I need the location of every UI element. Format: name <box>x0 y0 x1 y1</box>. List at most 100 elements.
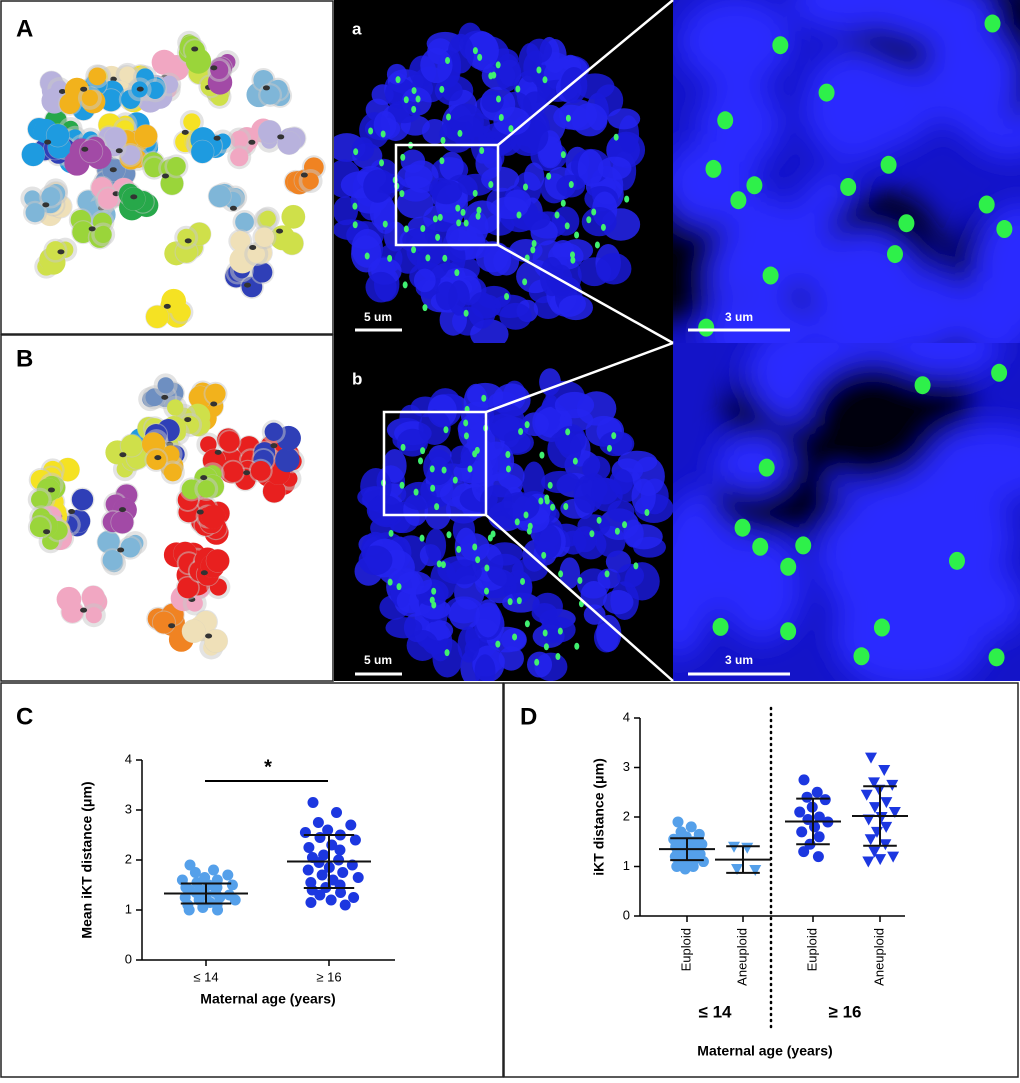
kinetochore <box>538 497 544 505</box>
data-point <box>322 824 334 836</box>
chromosome <box>81 89 98 106</box>
kinetochore <box>516 597 522 605</box>
kinetochore <box>614 527 620 535</box>
kinetochore <box>514 518 520 526</box>
data-point <box>798 846 810 858</box>
chromatin <box>454 527 478 567</box>
data-point <box>809 821 821 833</box>
chromosome <box>205 383 226 404</box>
scale-label: 5 um <box>364 310 392 324</box>
chromatin <box>806 362 940 482</box>
kinetochore <box>558 570 564 578</box>
panel-label: D <box>520 703 537 730</box>
kinetochore <box>456 219 462 227</box>
chromatin <box>446 559 482 585</box>
centromere <box>115 148 123 154</box>
kinetochore <box>565 428 571 436</box>
centromere <box>154 455 162 461</box>
data-point <box>183 904 195 916</box>
chromatin <box>464 31 499 71</box>
chromatin <box>445 222 478 251</box>
kinetochore <box>611 432 617 440</box>
centromere <box>130 194 138 200</box>
kinetochore <box>978 195 995 214</box>
scale-label: 5 um <box>364 653 392 667</box>
kinetochore <box>441 466 447 474</box>
kinetochore <box>353 148 359 156</box>
chromosome <box>230 148 249 167</box>
chromatin <box>387 100 421 124</box>
chromosome <box>45 241 65 261</box>
kinetochore <box>546 172 552 180</box>
kinetochore <box>388 529 394 537</box>
y-axis-label: iKT distance (μm) <box>591 758 607 875</box>
kinetochore <box>569 251 575 259</box>
chromosome <box>71 488 94 511</box>
kinetochore <box>563 502 569 510</box>
kinetochore <box>488 181 494 189</box>
kinetochore <box>557 627 563 635</box>
data-point <box>348 892 360 903</box>
kinetochore <box>422 304 428 312</box>
chromatin <box>720 533 803 643</box>
kinetochore <box>442 254 448 262</box>
chromatin <box>490 196 529 220</box>
kinetochore <box>507 598 513 606</box>
chromosome <box>274 447 300 473</box>
data-point <box>334 844 346 856</box>
data-point <box>868 846 881 858</box>
chromatin <box>560 66 588 104</box>
kinetochore <box>445 56 451 64</box>
data-point <box>868 802 881 814</box>
chromosome <box>197 480 215 498</box>
kinetochore <box>368 127 374 135</box>
kinetochore <box>880 155 897 174</box>
chromosome <box>85 607 102 624</box>
kinetochore <box>457 129 463 137</box>
kinetochore <box>717 111 734 130</box>
kinetochore <box>730 191 747 210</box>
centromere <box>47 487 55 493</box>
kinetochore <box>463 419 469 427</box>
panel-label: C <box>16 703 33 730</box>
kinetochore <box>495 640 501 648</box>
data-point <box>208 864 220 876</box>
chromosome <box>120 434 143 457</box>
kinetochore <box>400 153 406 161</box>
kinetochore <box>402 281 408 289</box>
data-point <box>312 817 324 828</box>
centromere <box>229 205 237 211</box>
chromosome <box>204 629 228 653</box>
kinetochore <box>572 457 578 465</box>
chromosome <box>183 113 201 131</box>
chromosome <box>152 611 175 634</box>
kinetochore <box>484 564 490 572</box>
chromosome <box>167 399 184 416</box>
kinetochore <box>780 622 797 641</box>
kinetochore <box>431 587 437 595</box>
y-tick-label: 0 <box>623 907 630 922</box>
y-tick-label: 2 <box>125 851 132 866</box>
data-point <box>798 774 810 786</box>
data-point <box>671 861 683 872</box>
x-tick-label: Euploid <box>678 928 693 971</box>
x-tick-label: ≤ 14 <box>193 969 218 984</box>
zoom-texture <box>673 0 1020 343</box>
kinetochore <box>481 394 487 402</box>
chromatin <box>609 468 633 495</box>
kinetochore <box>530 246 536 254</box>
chromosome <box>99 89 123 112</box>
kinetochore <box>395 76 401 84</box>
data-point <box>868 777 881 789</box>
panel-frame <box>0 682 504 1078</box>
chromatin <box>607 108 641 130</box>
kinetochore <box>420 447 426 455</box>
kinetochore <box>984 14 1001 33</box>
chromosome <box>94 225 112 244</box>
kinetochore <box>437 213 443 221</box>
data-point <box>314 832 326 843</box>
centromere <box>81 146 89 152</box>
chromatin <box>521 412 549 437</box>
chromosome <box>262 480 286 503</box>
kinetochore <box>403 96 409 104</box>
